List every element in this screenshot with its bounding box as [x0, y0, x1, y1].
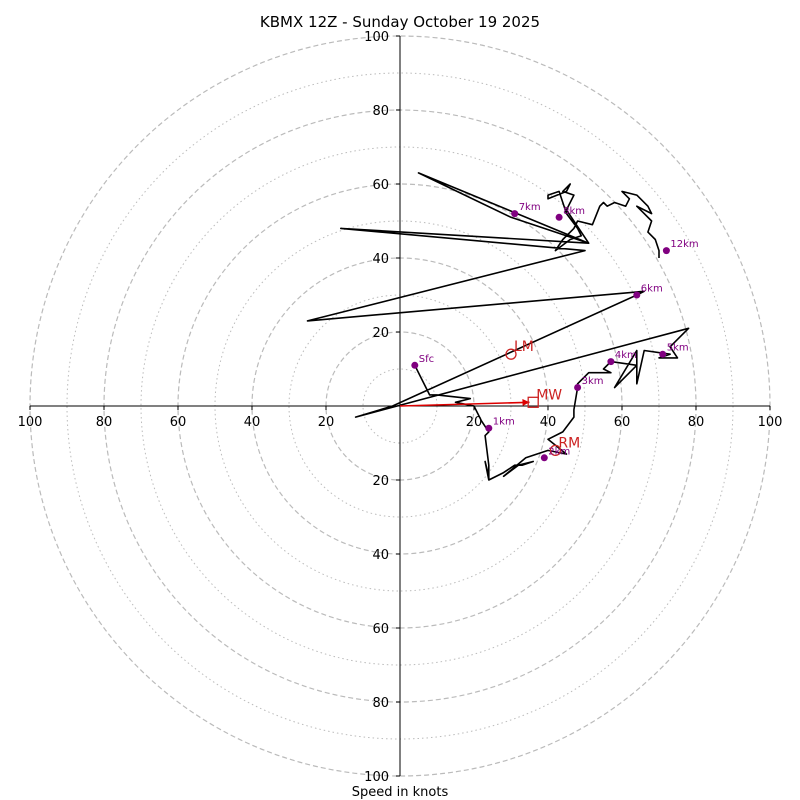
y-tick-label: 20 — [372, 474, 389, 489]
x-tick-label: 60 — [170, 415, 187, 430]
height-marker-1km — [485, 424, 493, 432]
wind-trace-line — [306, 172, 690, 481]
y-tick-label: 80 — [372, 104, 389, 119]
height-marker-6km — [633, 291, 641, 299]
height-label-7km: 7km — [519, 202, 541, 213]
height-marker-7km — [511, 210, 519, 218]
height-label-3km: 3km — [582, 376, 604, 387]
x-tick-label: 40 — [540, 415, 557, 430]
height-marker-sfc — [411, 361, 419, 369]
tick-labels: 100 80 60 40 20 20 40 60 80 100 100 80 60 40 20 20 40 60 8… — [18, 30, 783, 785]
height-label-sfc: Sfc — [419, 354, 434, 365]
height-marker-4km — [607, 358, 615, 366]
height-marker-5km — [659, 350, 667, 358]
height-marker-8km — [555, 213, 563, 221]
motion-marker-lm — [505, 348, 517, 360]
height-marker-3km — [574, 384, 582, 391]
x-tick-label: 60 — [614, 415, 631, 430]
height-marker-12km — [662, 247, 670, 255]
height-label-12km: 12km — [670, 239, 698, 250]
height-label-4km: 4km — [615, 350, 637, 361]
height-marker-2km — [540, 454, 548, 462]
height-label-5km: 5km — [667, 343, 689, 354]
height-label-8km: 8km — [563, 206, 585, 217]
x-tick-label: 20 — [318, 415, 335, 430]
height-markers: Sfc 1km 2km 3km 4km 5km 6km 7km 8km 12km — [411, 202, 699, 462]
motion-marker-mw — [527, 396, 539, 408]
wind-trace — [306, 172, 690, 481]
chart-title: KBMX 12Z - Sunday October 19 2025 — [260, 13, 540, 31]
y-tick-label: 80 — [372, 696, 389, 711]
height-label-6km: 6km — [641, 284, 663, 295]
y-tick-label: 40 — [372, 252, 389, 267]
height-label-1km: 1km — [493, 417, 515, 428]
y-tick-label: 100 — [364, 770, 389, 785]
motion-label-rm: RM — [558, 435, 580, 451]
x-axis-label: Speed in knots — [352, 785, 449, 800]
mean-wind-vector-line — [399, 401, 530, 407]
y-tick-label: 100 — [364, 30, 389, 45]
x-tick-label: 100 — [18, 415, 43, 430]
y-tick-label: 40 — [372, 548, 389, 563]
mean-wind-arrowhead — [522, 399, 530, 406]
motion-label-lm: LM — [514, 339, 534, 355]
y-tick-label: 60 — [372, 178, 389, 193]
motion-label-mw: MW — [536, 387, 562, 403]
storm-motion-markers: LM RM MW — [505, 339, 580, 457]
motion-marker-rm — [549, 444, 562, 457]
height-label-2km: 2km — [548, 446, 570, 457]
x-tick-label: 20 — [466, 415, 483, 430]
mean-wind-vector — [399, 399, 530, 407]
y-tick-label: 60 — [372, 622, 389, 637]
x-tick-label: 40 — [244, 415, 261, 430]
x-tick-label: 80 — [688, 415, 705, 430]
x-tick-label: 100 — [758, 415, 783, 430]
x-tick-label: 80 — [96, 415, 113, 430]
y-tick-label: 20 — [372, 326, 389, 341]
